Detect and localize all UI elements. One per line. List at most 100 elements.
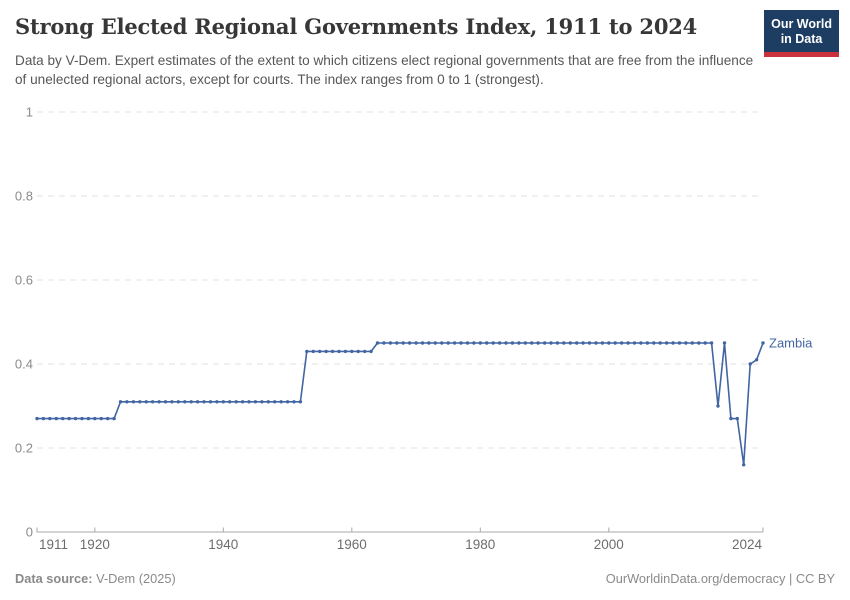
data-point[interactable] bbox=[318, 349, 322, 354]
data-point[interactable] bbox=[709, 341, 714, 345]
data-point[interactable] bbox=[504, 341, 508, 345]
data-point[interactable] bbox=[716, 404, 720, 408]
data-point[interactable] bbox=[690, 341, 694, 345]
data-point[interactable] bbox=[420, 341, 425, 345]
data-point[interactable] bbox=[523, 341, 527, 345]
data-point[interactable] bbox=[176, 400, 180, 404]
data-point[interactable] bbox=[170, 400, 174, 404]
data-point[interactable] bbox=[459, 341, 463, 345]
data-point[interactable] bbox=[587, 341, 592, 345]
data-point[interactable] bbox=[433, 341, 437, 345]
data-point[interactable] bbox=[761, 341, 765, 345]
data-point[interactable] bbox=[35, 416, 39, 421]
data-point[interactable] bbox=[208, 400, 213, 404]
data-point[interactable] bbox=[478, 341, 482, 345]
data-point[interactable] bbox=[658, 341, 662, 345]
data-point[interactable] bbox=[652, 341, 656, 345]
data-point[interactable] bbox=[568, 341, 572, 345]
data-point[interactable] bbox=[754, 358, 759, 362]
data-point[interactable] bbox=[562, 341, 566, 345]
data-point[interactable] bbox=[363, 349, 367, 354]
data-point[interactable] bbox=[497, 341, 502, 345]
data-point[interactable] bbox=[86, 416, 91, 421]
data-point[interactable] bbox=[106, 416, 110, 421]
data-point[interactable] bbox=[337, 349, 341, 354]
data-point[interactable] bbox=[54, 416, 58, 421]
data-point[interactable] bbox=[93, 416, 97, 421]
data-point[interactable] bbox=[684, 341, 688, 345]
data-point[interactable] bbox=[279, 400, 283, 404]
data-point[interactable] bbox=[343, 349, 348, 354]
data-point[interactable] bbox=[125, 400, 129, 404]
data-point[interactable] bbox=[465, 341, 470, 345]
data-point[interactable] bbox=[67, 416, 71, 421]
data-point[interactable] bbox=[530, 341, 534, 345]
data-point[interactable] bbox=[298, 400, 303, 404]
data-point[interactable] bbox=[144, 400, 148, 404]
attribution-link[interactable]: OurWorldinData.org/democracy | CC BY bbox=[605, 571, 835, 586]
data-point[interactable] bbox=[607, 341, 611, 345]
data-point[interactable] bbox=[722, 341, 727, 345]
data-point[interactable] bbox=[285, 400, 290, 404]
data-point[interactable] bbox=[427, 341, 431, 345]
data-point[interactable] bbox=[401, 341, 405, 345]
data-point[interactable] bbox=[414, 341, 418, 345]
data-point[interactable] bbox=[645, 341, 650, 345]
data-point[interactable] bbox=[118, 400, 123, 404]
data-point[interactable] bbox=[350, 349, 354, 354]
data-point[interactable] bbox=[131, 400, 136, 404]
data-point[interactable] bbox=[99, 416, 103, 421]
data-point[interactable] bbox=[138, 400, 142, 404]
data-point[interactable] bbox=[73, 416, 78, 421]
data-point[interactable] bbox=[163, 400, 168, 404]
data-point[interactable] bbox=[61, 416, 65, 421]
data-point[interactable] bbox=[48, 416, 52, 421]
data-point[interactable] bbox=[41, 416, 46, 421]
data-point[interactable] bbox=[240, 400, 245, 404]
data-point[interactable] bbox=[542, 341, 547, 345]
data-point[interactable] bbox=[311, 349, 315, 354]
data-point[interactable] bbox=[195, 400, 200, 404]
data-point[interactable] bbox=[664, 341, 669, 345]
data-point[interactable] bbox=[324, 349, 328, 354]
data-point[interactable] bbox=[292, 400, 296, 404]
data-point[interactable] bbox=[183, 400, 187, 404]
data-point[interactable] bbox=[375, 341, 380, 345]
data-point[interactable] bbox=[594, 341, 598, 345]
data-point[interactable] bbox=[150, 400, 155, 404]
data-point[interactable] bbox=[491, 341, 495, 345]
data-point[interactable] bbox=[369, 349, 373, 354]
series-label-zambia[interactable]: Zambia bbox=[769, 336, 813, 351]
data-point[interactable] bbox=[639, 341, 643, 345]
data-point[interactable] bbox=[273, 400, 277, 404]
data-point[interactable] bbox=[452, 341, 457, 345]
data-point[interactable] bbox=[407, 341, 412, 345]
data-point[interactable] bbox=[112, 416, 116, 421]
data-point[interactable] bbox=[613, 341, 617, 345]
series-line-zambia[interactable] bbox=[37, 342, 764, 466]
data-point[interactable] bbox=[215, 400, 219, 404]
data-point[interactable] bbox=[555, 341, 560, 345]
data-point[interactable] bbox=[581, 341, 585, 345]
data-point[interactable] bbox=[221, 400, 225, 404]
data-point[interactable] bbox=[626, 341, 630, 345]
data-point[interactable] bbox=[356, 349, 360, 354]
owid-logo[interactable]: Our World in Data bbox=[764, 10, 839, 57]
data-point[interactable] bbox=[735, 416, 739, 421]
data-point[interactable] bbox=[305, 349, 309, 354]
data-point[interactable] bbox=[157, 400, 161, 404]
data-point[interactable] bbox=[549, 341, 553, 345]
data-point[interactable] bbox=[247, 400, 251, 404]
data-point[interactable] bbox=[575, 341, 579, 345]
data-point[interactable] bbox=[189, 400, 193, 404]
data-point[interactable] bbox=[729, 416, 733, 421]
data-point[interactable] bbox=[742, 463, 746, 467]
data-point[interactable] bbox=[228, 400, 232, 404]
data-point[interactable] bbox=[620, 341, 624, 345]
data-point[interactable] bbox=[382, 341, 386, 345]
data-point[interactable] bbox=[202, 400, 206, 404]
data-point[interactable] bbox=[697, 341, 701, 345]
data-point[interactable] bbox=[472, 341, 476, 345]
data-point[interactable] bbox=[600, 341, 605, 345]
data-point[interactable] bbox=[510, 341, 515, 345]
